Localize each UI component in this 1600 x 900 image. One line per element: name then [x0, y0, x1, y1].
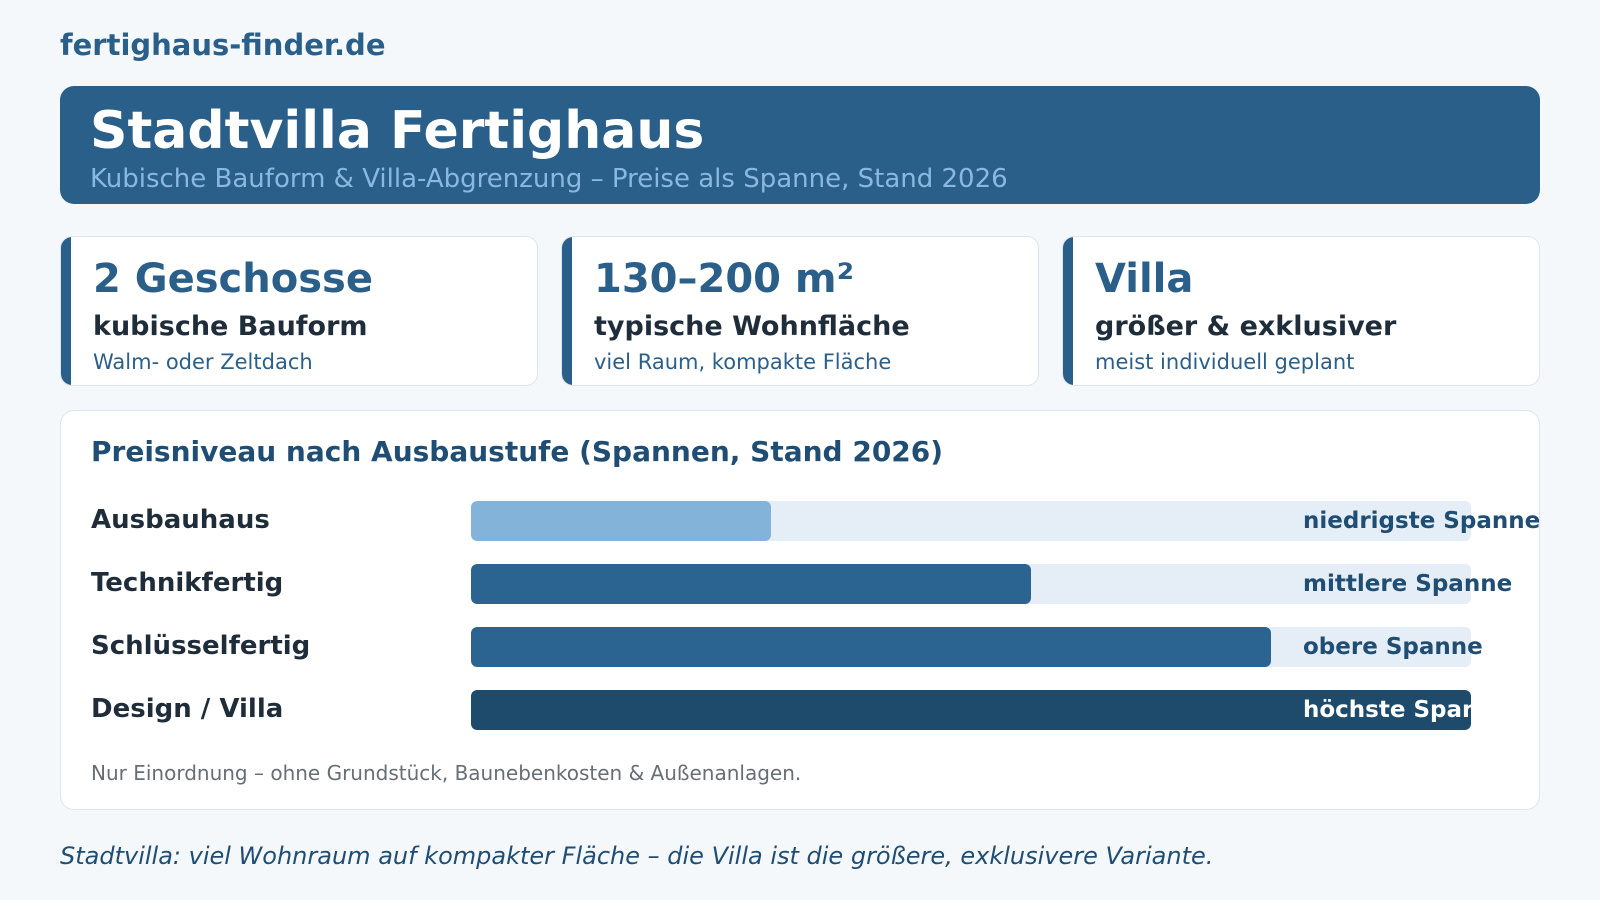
bar-value-label: niedrigste Spanne	[1303, 508, 1541, 534]
bar	[471, 627, 1271, 667]
bar-category-label: Schlüsselfertig	[91, 631, 311, 661]
bar-category-label: Ausbauhaus	[91, 505, 270, 535]
bar-category-label: Design / Villa	[91, 694, 284, 724]
bar-value-label: obere Spanne	[1303, 634, 1483, 660]
header-banner: Stadtvilla Fertighaus Kubische Bauform &…	[60, 86, 1540, 204]
stat-detail: viel Raum, kompakte Fläche	[594, 350, 892, 374]
price-chart-panel: Preisniveau nach Ausbaustufe (Spannen, S…	[60, 410, 1540, 810]
chart-title: Preisniveau nach Ausbaustufe (Spannen, S…	[91, 435, 944, 468]
stat-card-wohnflaeche: 130–200 m² typische Wohnfläche viel Raum…	[561, 236, 1039, 386]
bar-row: Schlüsselfertig obere Spanne	[61, 627, 1539, 667]
footer-caption: Stadtvilla: viel Wohnraum auf kompakter …	[60, 842, 1214, 870]
stat-value: 130–200 m²	[594, 256, 855, 302]
page-title: Stadtvilla Fertighaus	[90, 101, 705, 161]
bar-track	[471, 627, 1471, 667]
stat-detail: Walm- oder Zeltdach	[93, 350, 313, 374]
bar	[471, 501, 771, 541]
bar-row: Ausbauhaus niedrigste Spanne	[61, 501, 1541, 541]
site-name: fertighaus-finder.de	[60, 28, 386, 62]
bar-track	[471, 690, 1471, 730]
stat-card-villa: Villa größer & exklusiver meist individu…	[1062, 236, 1540, 386]
bar-category-label: Technikfertig	[91, 568, 284, 598]
bar-value-label: höchste Spanne	[1303, 697, 1511, 723]
stat-value: Villa	[1095, 256, 1194, 302]
chart-note: Nur Einordnung – ohne Grundstück, Bauneb…	[91, 761, 802, 785]
stat-label: größer & exklusiver	[1095, 311, 1397, 342]
bar	[471, 690, 1471, 730]
stat-detail: meist individuell geplant	[1095, 350, 1355, 374]
bar-row: Technikfertig mittlere Spanne	[61, 564, 1539, 604]
stat-value: 2 Geschosse	[93, 256, 373, 302]
bar-track	[471, 501, 1471, 541]
bar-track	[471, 564, 1471, 604]
bar-row: Design / Villa höchste Spanne	[61, 690, 1539, 730]
stat-label: kubische Bauform	[93, 311, 368, 342]
bar	[471, 564, 1031, 604]
stat-label: typische Wohnfläche	[594, 311, 910, 342]
bar-value-label: mittlere Spanne	[1303, 571, 1513, 597]
page-subtitle: Kubische Bauform & Villa-Abgrenzung – Pr…	[90, 164, 1008, 194]
stat-card-geschosse: 2 Geschosse kubische Bauform Walm- oder …	[60, 236, 538, 386]
